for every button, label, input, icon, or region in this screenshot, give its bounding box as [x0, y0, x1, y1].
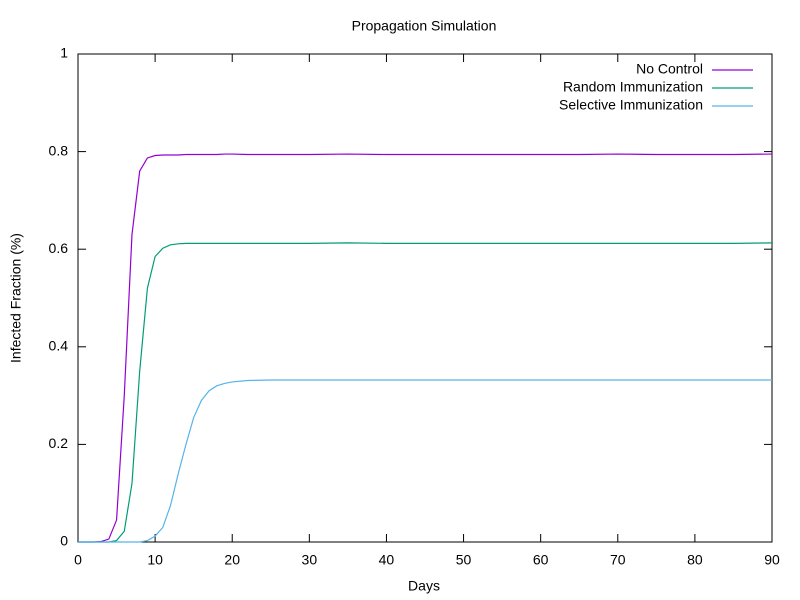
x-tick-label: 40 — [379, 552, 395, 568]
plot-border — [77, 53, 773, 543]
x-tick-label: 70 — [610, 552, 626, 568]
series-line — [78, 242, 773, 543]
y-tick-label: 0.6 — [49, 240, 69, 256]
x-tick-label: 60 — [533, 552, 549, 568]
legend-label: Selective Immunization — [559, 97, 703, 113]
x-tick-label: 30 — [302, 552, 318, 568]
legend-label: Random Immunization — [563, 79, 703, 95]
chart-title: Propagation Simulation — [352, 18, 497, 34]
series-line — [78, 153, 773, 543]
x-tick-label: 20 — [224, 552, 240, 568]
x-axis-label: Days — [408, 578, 440, 594]
x-tick-label: 10 — [147, 552, 163, 568]
y-tick-label: 0.8 — [49, 142, 69, 158]
y-tick-label: 0 — [60, 533, 68, 549]
y-tick-label: 0.4 — [49, 338, 69, 354]
series-line — [78, 379, 772, 543]
x-tick-label: 80 — [687, 552, 703, 568]
y-tick-label: 1 — [60, 45, 68, 61]
x-tick-label: 90 — [764, 552, 780, 568]
x-tick-label: 50 — [456, 552, 472, 568]
legend-label: No Control — [636, 61, 703, 77]
x-tick-label: 0 — [74, 552, 82, 568]
y-axis-label: Infected Fraction (%) — [8, 233, 24, 363]
y-tick-label: 0.2 — [49, 435, 69, 451]
